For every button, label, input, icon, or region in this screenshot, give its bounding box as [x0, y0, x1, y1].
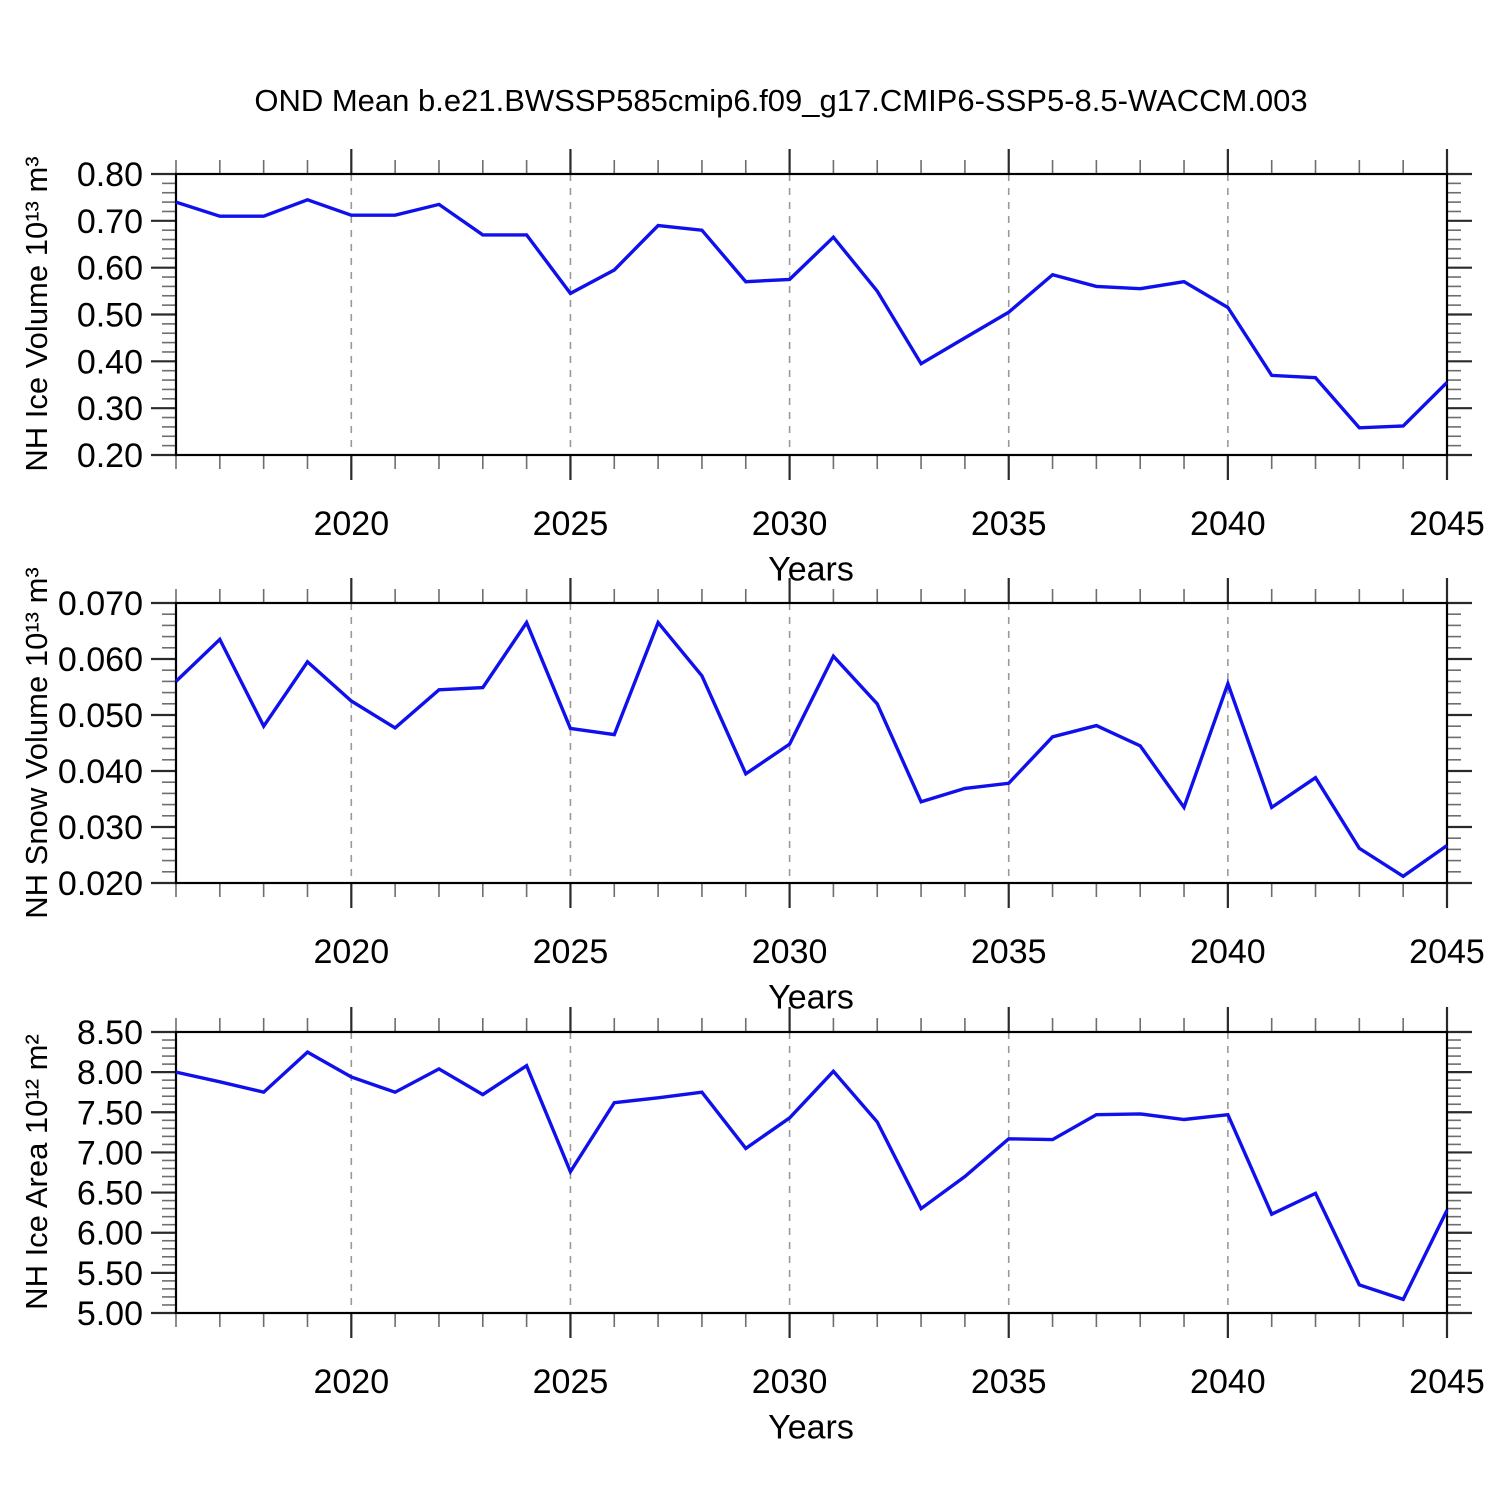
data-line-ice-volume	[175, 197, 1449, 430]
data-line-ice-area	[175, 1050, 1449, 1302]
x-tick-label-2045: 2045	[1409, 1363, 1485, 1401]
x-tick-label-2035: 2035	[971, 933, 1047, 971]
y-tick-label-8.50: 8.50	[77, 1014, 143, 1052]
y-tick-label-7.50: 7.50	[77, 1094, 143, 1132]
x-axis-title-ice-volume: Years	[768, 550, 854, 589]
chart-ice-area: 8.508.007.507.006.506.005.505.00 2020 2025…	[77, 1007, 1485, 1401]
y-tick-label-0.80: 0.80	[77, 156, 143, 194]
x-tick-label-2020: 2020	[313, 505, 389, 543]
figure-title: OND Mean b.e21.BWSSP585cmip6.f09_g17.CMI…	[254, 83, 1308, 118]
x-tick-label-2030: 2030	[752, 1363, 828, 1401]
y-tick-label-6.00: 6.00	[77, 1215, 143, 1253]
y-tick-label-0.050: 0.050	[58, 697, 143, 735]
y-tick-label-0.040: 0.040	[58, 753, 143, 791]
y-tick-label-6.50: 6.50	[77, 1175, 143, 1213]
x-tick-label-2020: 2020	[313, 933, 389, 971]
y-tick-label-5.00: 5.00	[77, 1295, 143, 1333]
y-tick-label-0.60: 0.60	[77, 250, 143, 288]
y-tick-label-5.50: 5.50	[77, 1255, 143, 1293]
x-tick-label-2040: 2040	[1190, 1363, 1266, 1401]
y-tick-label-0.060: 0.060	[58, 641, 143, 679]
x-tick-label-2040: 2040	[1190, 505, 1266, 543]
y-tick-label-0.30: 0.30	[77, 390, 143, 428]
y-tick-label-0.20: 0.20	[77, 437, 143, 475]
x-tick-label-2020: 2020	[313, 1363, 389, 1401]
x-tick-label-2035: 2035	[971, 1363, 1047, 1401]
x-tick-label-2030: 2030	[752, 505, 828, 543]
x-axis-title-snow-volume: Years	[768, 978, 854, 1017]
y-tick-label-7.00: 7.00	[77, 1134, 143, 1172]
x-tick-label-2040: 2040	[1190, 933, 1266, 971]
chart-snow-volume: 0.070 0.060 0.050 0.040 0.030 0.020 2020 2025 20…	[58, 578, 1485, 971]
y-axis-title-ice-area: NH Ice Area 10¹² m²	[19, 1034, 54, 1310]
x-tick-label-2045: 2045	[1409, 505, 1485, 543]
plot-frame	[174, 172, 1449, 457]
x-tick-label-2030: 2030	[752, 933, 828, 971]
y-axis-title-snow-volume: NH Snow Volume 10¹³ m³	[19, 567, 54, 919]
y-tick-label-0.70: 0.70	[77, 203, 143, 241]
x-tick-label-2045: 2045	[1409, 933, 1485, 971]
y-tick-label-0.40: 0.40	[77, 343, 143, 381]
y-tick-label-0.50: 0.50	[77, 297, 143, 335]
y-axis-title-ice-volume: NH Ice Volume 10¹³ m³	[19, 156, 54, 472]
data-line-snow-volume	[174, 619, 1448, 879]
y-tick-label-0.020: 0.020	[58, 865, 143, 903]
y-tick-label-0.030: 0.030	[58, 809, 143, 847]
x-axis-title-ice-area: Years	[768, 1408, 854, 1447]
x-tick-label-2025: 2025	[533, 1363, 609, 1401]
y-tick-label-8.00: 8.00	[77, 1054, 143, 1092]
plot-frame	[174, 601, 1449, 885]
x-tick-label-2035: 2035	[971, 505, 1047, 543]
x-tick-label-2025: 2025	[533, 505, 609, 543]
x-tick-label-2025: 2025	[533, 933, 609, 971]
y-tick-label-0.070: 0.070	[58, 585, 143, 623]
chart-ice-volume: 0.80 0.70 0.60 0.50 0.40 0.30 0.20 2020 2025 2030…	[77, 149, 1485, 543]
plot-frame	[174, 1030, 1449, 1315]
